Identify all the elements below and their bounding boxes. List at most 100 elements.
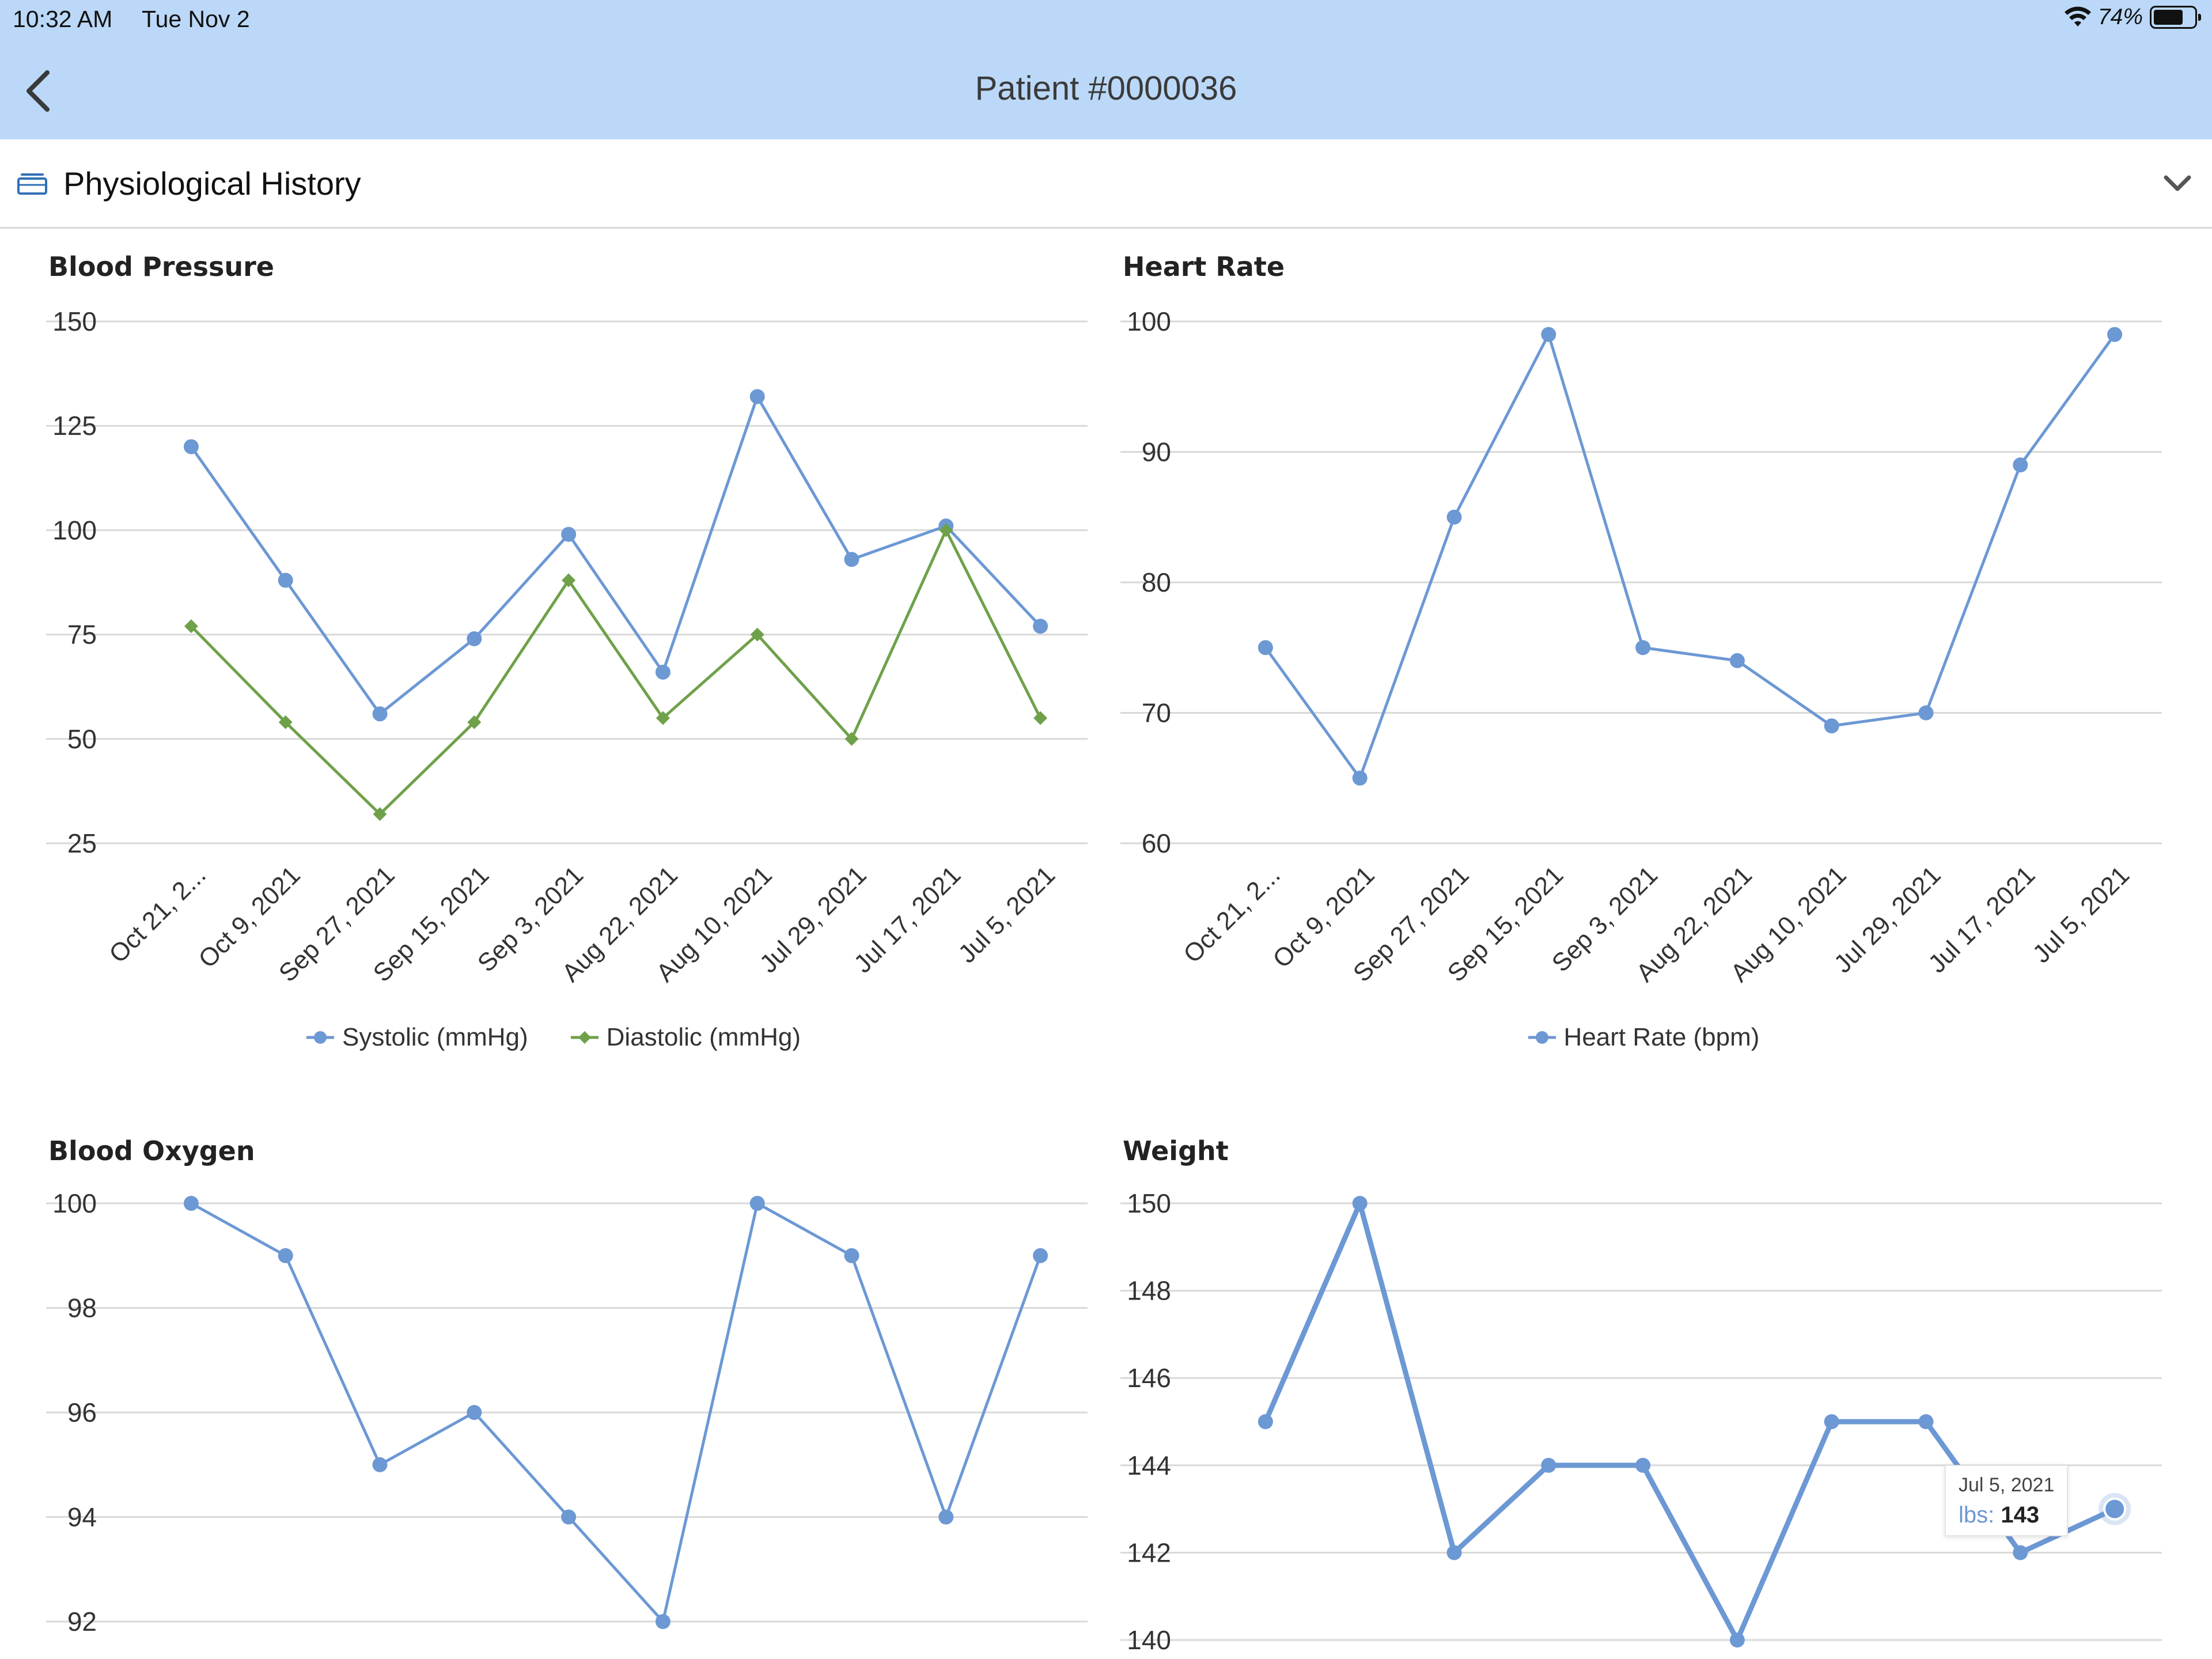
blood-pressure-legend-marker <box>306 1031 334 1044</box>
blood-pressure-point <box>656 711 670 725</box>
blood-pressure-point <box>278 573 293 588</box>
heart-rate-legend-item[interactable]: Heart Rate (bpm) <box>1527 1023 1760 1052</box>
heart-rate-legend-label: Heart Rate (bpm) <box>1563 1023 1760 1051</box>
heart-rate-point <box>1635 640 1651 656</box>
status-date: Tue Nov 2 <box>142 6 250 32</box>
blood-oxygen-y-tick-label: 98 <box>67 1293 97 1323</box>
chevron-left-icon[interactable] <box>20 68 60 114</box>
weight-series-line-0 <box>1263 1195 2116 1646</box>
blood-oxygen-point <box>844 1248 859 1263</box>
blood-oxygen-chart: Blood Oxygen 92 94 96 98 100 <box>0 1126 1106 1659</box>
weight-tooltip: Jul 5, 2021 lbs: 143 <box>1945 1465 2069 1536</box>
blood-oxygen-point <box>278 1248 293 1263</box>
section-header[interactable]: Physiological History <box>0 139 2212 229</box>
weight-highlight-point <box>2103 1497 2127 1521</box>
heart-rate-chart: Heart Rate 60 70 80 90 100 Oct 21, 2... Oct 9, … <box>1074 242 2212 1106</box>
weight-chart-title: Weight <box>1123 1135 1229 1166</box>
blood-pressure-y-tick-label: 100 <box>52 515 97 545</box>
heart-rate-point <box>1446 509 1462 525</box>
blood-oxygen-series-line-0 <box>190 1201 1042 1625</box>
weight-y-tick-label: 148 <box>1127 1276 1171 1306</box>
blood-pressure-legend-marker <box>570 1031 599 1044</box>
tooltip-number: 143 <box>2001 1502 2040 1528</box>
blood-pressure-y-tick-label: 75 <box>67 620 97 650</box>
blood-pressure-point <box>372 706 388 722</box>
weight-point <box>1541 1457 1556 1473</box>
weight-y-tick-label: 146 <box>1127 1363 1171 1393</box>
blood-oxygen-point <box>749 1196 765 1211</box>
wifi-icon <box>2064 6 2091 26</box>
blood-pressure-point <box>561 527 577 542</box>
blood-pressure-legend-label: Systolic (mmHg) <box>342 1023 528 1051</box>
weight-y-tick-label: 140 <box>1127 1625 1171 1655</box>
blood-pressure-point <box>183 439 199 454</box>
weight-y-tick-label: 150 <box>1127 1188 1171 1218</box>
blood-pressure-point <box>467 631 482 646</box>
weight-y-tick-label: 144 <box>1127 1450 1171 1480</box>
heart-rate-legend: Heart Rate (bpm) <box>1074 1023 2212 1052</box>
blood-pressure-chart: Blood Pressure 25 50 75 100 125 150 Oct 21, 2..… <box>0 242 1106 1106</box>
heart-rate-point <box>1257 640 1273 656</box>
blood-pressure-point <box>467 715 482 729</box>
section-label: Physiological History <box>63 165 361 202</box>
blood-oxygen-point <box>561 1509 577 1525</box>
blood-pressure-y-tick-label: 25 <box>67 828 97 858</box>
blood-pressure-series-line-1 <box>190 527 1042 816</box>
blood-pressure-point <box>562 573 576 588</box>
heart-rate-y-tick-label: 70 <box>1142 698 1171 728</box>
tooltip-label: lbs: <box>1959 1502 1995 1528</box>
blood-pressure-chart-title: Blood Pressure <box>48 251 274 282</box>
battery-percent: 74% <box>2097 5 2143 29</box>
blood-oxygen-point <box>938 1509 954 1525</box>
blood-pressure-y-tick-label: 50 <box>67 724 97 754</box>
weight-point <box>2013 1545 2028 1560</box>
blood-pressure-point <box>844 732 859 746</box>
heart-rate-y-tick-label: 90 <box>1142 437 1171 467</box>
heart-rate-x-tick-label: Jul 5, 2021 <box>2027 861 2135 968</box>
blood-pressure-point <box>1033 711 1048 725</box>
weight-point <box>1352 1196 1368 1211</box>
page-title: Patient #0000036 <box>975 70 1237 107</box>
weight-point <box>1635 1457 1651 1473</box>
heart-rate-chart-title: Heart Rate <box>1123 251 1285 282</box>
blood-oxygen-point <box>183 1196 199 1211</box>
status-right: 74% <box>2063 5 2201 30</box>
heart-rate-y-tick-label: 80 <box>1142 567 1171 597</box>
weight-point <box>1824 1414 1839 1429</box>
status-time: 10:32 AM <box>13 6 113 32</box>
blood-oxygen-y-tick-label: 92 <box>67 1607 97 1637</box>
blood-oxygen-y-tick-label: 100 <box>52 1188 97 1218</box>
weight-chart: Weight 140 142 144 146 148 150 <box>1074 1126 2212 1659</box>
blood-oxygen-point <box>467 1405 482 1420</box>
blood-oxygen-plot: 92 94 96 98 100 <box>46 1188 1088 1637</box>
blood-pressure-legend: Systolic (mmHg) Diastolic (mmHg) <box>0 1023 1106 1052</box>
weight-point <box>1918 1414 1934 1429</box>
blood-pressure-y-tick-label: 150 <box>52 306 97 336</box>
heart-rate-legend-marker <box>1528 1031 1556 1044</box>
weight-plot: 140 142 144 146 148 150 <box>1120 1188 2162 1655</box>
heart-rate-point <box>2013 457 2028 473</box>
heart-rate-point <box>2107 327 2123 342</box>
blood-oxygen-y-tick-label: 96 <box>67 1397 97 1427</box>
blood-pressure-y-tick-label: 125 <box>52 411 97 441</box>
blood-pressure-point <box>1033 619 1048 634</box>
blood-pressure-legend-label: Diastolic (mmHg) <box>606 1023 801 1051</box>
blood-oxygen-point <box>372 1457 388 1472</box>
blood-pressure-legend-symbol <box>313 1031 327 1044</box>
blood-pressure-point <box>750 627 764 642</box>
blood-pressure-legend-item[interactable]: Systolic (mmHg) <box>305 1023 528 1052</box>
tray-icon <box>17 173 47 195</box>
blood-pressure-point <box>278 715 293 729</box>
blood-pressure-legend-item[interactable]: Diastolic (mmHg) <box>570 1023 801 1052</box>
weight-point <box>1446 1545 1462 1560</box>
heart-rate-legend-symbol <box>1535 1031 1548 1044</box>
chevron-down-icon[interactable] <box>2160 171 2195 197</box>
nav-bar: Patient #0000036 <box>0 40 2212 139</box>
weight-y-tick-label: 142 <box>1127 1537 1171 1567</box>
heart-rate-point <box>1918 705 1934 721</box>
blood-oxygen-point <box>655 1614 671 1629</box>
heart-rate-point <box>1541 327 1556 342</box>
weight-point <box>1257 1414 1273 1429</box>
